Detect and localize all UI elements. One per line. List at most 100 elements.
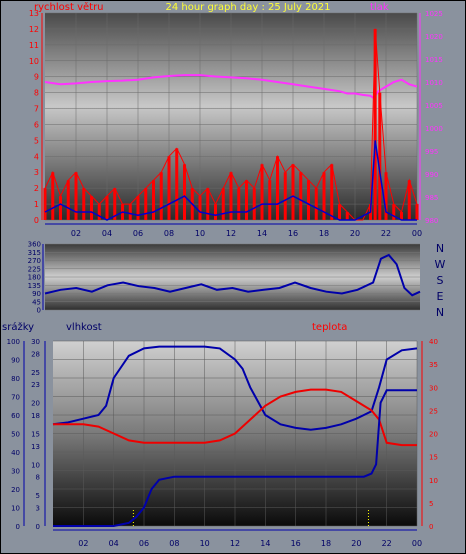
rain-tick-label: 15 (31, 431, 40, 439)
rain-axis-label: srážky (2, 321, 34, 333)
direction-tick-label: 360 (28, 241, 41, 249)
right-tick-label: 990 (425, 171, 438, 179)
pressure-line (44, 74, 418, 100)
right-tick-label: 985 (425, 194, 438, 202)
direction-tick-label: 45 (32, 298, 41, 306)
direction-tick-label: 180 (28, 274, 41, 282)
left-tick-label: 2 (34, 184, 39, 193)
compass-label: E (437, 290, 444, 303)
x-tick-label: 00 (412, 539, 422, 548)
x-tick-label: 10 (195, 229, 205, 238)
left-tick-label: 13 (29, 9, 39, 18)
temperature-line (53, 388, 417, 447)
right-tick-label: 1000 (425, 125, 443, 133)
wind-pressure-chart: 0123456789101112139809859909951000100510… (29, 1, 443, 238)
humidity-tick-label: 50 (11, 431, 20, 439)
humidity-tick-label: 20 (11, 486, 20, 494)
temperature-tick-label: 40 (429, 338, 438, 346)
temperature-tick-label: 5 (429, 500, 433, 508)
x-tick-label: 08 (164, 229, 174, 238)
direction-tick-label: 90 (32, 290, 41, 298)
temperature-tick-label: 0 (429, 523, 433, 531)
x-tick-label: 14 (260, 539, 270, 548)
direction-tick-label: 270 (28, 257, 41, 265)
rain-tick-label: 8 (36, 474, 40, 482)
x-tick-label: 04 (102, 229, 112, 238)
x-tick-label: 04 (109, 539, 119, 548)
right-axis-label: tlak (370, 2, 389, 13)
rain-line (53, 389, 417, 527)
x-tick-label: 18 (319, 229, 329, 238)
rain-tick-label: 28 (31, 350, 40, 358)
right-tick-label: 1025 (425, 10, 443, 18)
x-tick-label: 20 (350, 229, 360, 238)
right-tick-label: 1005 (425, 102, 443, 110)
x-tick-label: 22 (381, 229, 391, 238)
rain-tick-label: 5 (36, 492, 40, 500)
temperature-tick-label: 35 (429, 361, 438, 369)
humidity-tick-label: 60 (11, 412, 20, 420)
humidity-line (52, 345, 418, 431)
left-tick-label: 0 (34, 216, 39, 225)
rain-tick-label: 13 (31, 443, 40, 451)
humidity-tick-label: 70 (11, 394, 20, 402)
humidity-axis-label: vlhkost (66, 322, 102, 333)
humidity-tick-label: 90 (11, 357, 20, 365)
x-tick-label: 00 (412, 229, 422, 238)
left-tick-label: 8 (34, 89, 39, 98)
left-tick-label: 9 (34, 73, 39, 82)
humidity-tick-label: 80 (11, 375, 20, 383)
wind-direction-line (44, 253, 421, 297)
x-tick-label: 08 (169, 539, 179, 548)
left-tick-label: 12 (29, 25, 39, 34)
temperature-tick-label: 25 (429, 407, 438, 415)
temperature-tick-label: 10 (429, 477, 438, 485)
humidity-tick-label: 40 (11, 449, 20, 457)
right-tick-label: 995 (425, 148, 438, 156)
rain-tick-label: 0 (36, 523, 40, 531)
x-tick-label: 16 (291, 539, 301, 548)
wind-average-line (44, 140, 417, 221)
compass-label: S (437, 274, 444, 287)
right-tick-label: 1020 (425, 33, 443, 41)
x-tick-label: 10 (200, 539, 210, 548)
x-tick-label: 16 (288, 229, 298, 238)
left-tick-label: 3 (34, 168, 39, 177)
right-tick-label: 1015 (425, 56, 443, 64)
left-tick-label: 5 (34, 136, 39, 145)
x-tick-label: 02 (71, 229, 81, 238)
humidity-tick-label: 10 (11, 505, 20, 513)
temperature-tick-label: 20 (429, 431, 438, 439)
x-tick-label: 22 (382, 539, 392, 548)
compass-label: N (436, 242, 444, 255)
x-tick-label: 14 (257, 229, 267, 238)
left-tick-label: 6 (34, 120, 39, 129)
left-tick-label: 7 (34, 105, 39, 114)
humidity-temperature-chart: 0102030405060708090100035810131518202325… (2, 321, 438, 548)
right-tick-label: 1010 (425, 79, 443, 87)
direction-tick-label: 225 (28, 265, 41, 273)
temperature-tick-label: 15 (429, 454, 438, 462)
x-tick-label: 06 (133, 229, 143, 238)
left-tick-label: 1 (34, 200, 39, 209)
humidity-tick-label: 30 (11, 468, 20, 476)
x-tick-label: 06 (139, 539, 149, 548)
temperature-tick-label: 30 (429, 384, 438, 392)
compass-label: N (436, 306, 444, 319)
humidity-tick-label: 0 (16, 523, 20, 531)
humidity-tick-label: 100 (7, 338, 20, 346)
chart-title: 24 hour graph day : 25 July 2021 (165, 2, 330, 13)
direction-tick-label: 135 (28, 282, 41, 290)
x-tick-label: 12 (226, 229, 236, 238)
direction-tick-label: 315 (28, 249, 41, 257)
left-tick-label: 11 (29, 41, 39, 50)
left-axis-label: rychlost větru (34, 1, 104, 13)
rain-tick-label: 18 (31, 412, 40, 420)
x-tick-label: 02 (78, 539, 88, 548)
direction-tick-label: 0 (37, 307, 41, 315)
temperature-axis-label: teplota (312, 322, 347, 333)
rain-tick-label: 3 (36, 505, 40, 513)
